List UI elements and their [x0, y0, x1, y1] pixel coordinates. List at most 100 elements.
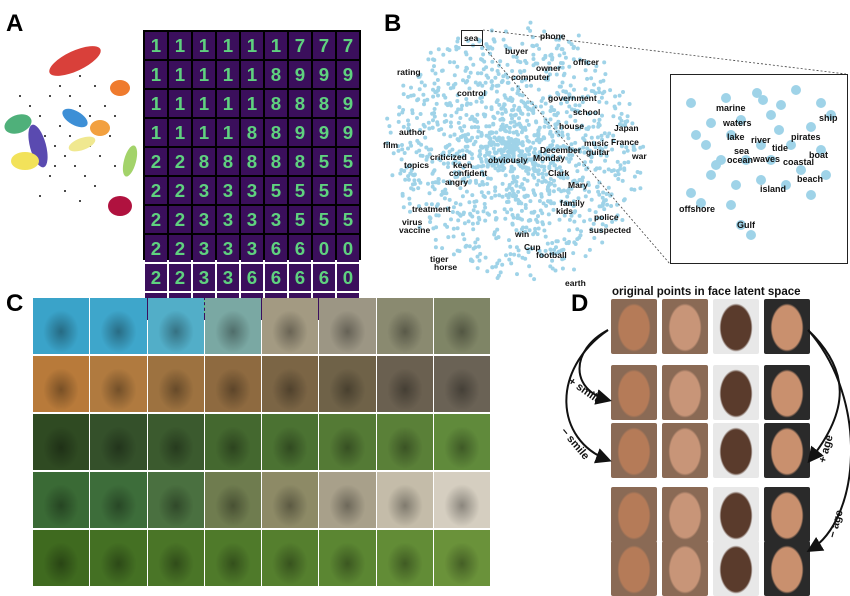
embedding-point	[570, 153, 575, 158]
embedding-point	[615, 213, 620, 218]
embedding-point	[531, 232, 536, 237]
interpolated-photo	[204, 530, 261, 586]
embedding-point	[544, 69, 549, 74]
embedding-point	[504, 154, 509, 159]
interpolated-photo	[433, 472, 490, 528]
embedding-point	[451, 234, 456, 239]
embedding-point	[582, 219, 587, 224]
embedding-point	[466, 38, 470, 43]
embedding-point	[495, 161, 500, 166]
word-label: kids	[556, 206, 574, 216]
mnist-cell: 8	[265, 119, 287, 146]
embedding-point	[432, 81, 437, 86]
embedding-point	[552, 112, 557, 117]
embedding-point	[583, 133, 588, 138]
embedding-point	[496, 83, 501, 88]
mnist-digit-glyph: 5	[295, 209, 305, 230]
mnist-digit-glyph: 6	[295, 267, 305, 288]
zoom-embedding-point	[774, 125, 784, 135]
embedding-point	[560, 130, 565, 135]
embedding-point	[589, 197, 594, 202]
interpolated-photo	[90, 472, 147, 528]
embedding-point	[528, 218, 533, 223]
embedding-point	[533, 147, 537, 151]
embedding-point	[428, 50, 433, 55]
embedding-point	[593, 111, 598, 116]
embedding-point	[519, 79, 524, 84]
embedding-point	[497, 102, 502, 107]
embedding-point	[560, 65, 565, 70]
embedding-point	[514, 183, 519, 188]
mnist-digit-glyph: 8	[271, 64, 281, 85]
svg-text:3: 3	[247, 180, 257, 201]
mnist-cell: 1	[145, 90, 167, 117]
embedding-point	[451, 226, 456, 231]
embedding-point	[401, 205, 406, 210]
embedding-point	[567, 64, 572, 69]
embedding-point	[641, 144, 646, 149]
embedding-point	[459, 107, 464, 112]
mnist-digit-glyph: 9	[343, 122, 353, 143]
embedding-point	[511, 107, 516, 112]
embedding-point	[453, 159, 458, 163]
embedding-point	[396, 144, 401, 149]
word-label: confident	[449, 168, 488, 178]
embedding-point	[561, 173, 566, 178]
word-label: school	[573, 107, 601, 117]
embedding-point	[564, 156, 569, 161]
svg-text:1: 1	[199, 64, 209, 85]
embedding-point	[625, 148, 630, 153]
embedding-point	[520, 93, 525, 98]
mnist-digit-glyph: 5	[343, 151, 353, 172]
embedding-point	[483, 153, 487, 158]
embedding-point	[531, 57, 536, 61]
embedding-point	[442, 196, 447, 201]
mnist-digit-glyph: 7	[343, 35, 353, 56]
mnist-digit-glyph: 1	[247, 35, 257, 56]
svg-text:6: 6	[271, 238, 281, 259]
embedding-point	[454, 151, 459, 156]
embedding-point	[461, 210, 466, 215]
embedding-point	[592, 236, 597, 240]
embedding-point	[498, 117, 503, 122]
embedding-point	[481, 173, 486, 178]
embedding-point	[557, 249, 562, 254]
embedding-point	[597, 90, 602, 95]
mnist-cell: 9	[313, 61, 335, 88]
embedding-point	[599, 228, 604, 233]
embedding-point	[531, 210, 536, 215]
embedding-point	[466, 74, 471, 79]
mnist-digit-glyph: 6	[295, 238, 305, 259]
embedding-point	[471, 208, 476, 213]
zoom-embedding-point	[706, 170, 716, 180]
embedding-point	[536, 87, 541, 92]
mnist-digit-glyph: 2	[151, 238, 161, 259]
mnist-cell: 1	[169, 61, 191, 88]
embedding-point	[552, 183, 557, 188]
zoom-word-label: boat	[809, 150, 828, 160]
embedding-point	[497, 168, 502, 172]
zoom-word-label: offshore	[679, 204, 715, 214]
embedding-point	[571, 199, 576, 204]
embedding-point	[556, 187, 561, 192]
embedding-point	[533, 193, 538, 197]
embedding-point	[503, 108, 508, 112]
mnist-cell: 2	[145, 264, 167, 291]
embedding-point	[411, 172, 415, 177]
embedding-point	[567, 228, 572, 233]
svg-text:3: 3	[271, 209, 281, 230]
embedding-point	[499, 124, 504, 129]
interpolated-photo	[376, 472, 433, 528]
embedding-point	[548, 247, 553, 252]
mnist-digit-glyph: 5	[271, 180, 281, 201]
mnist-cell: 8	[217, 148, 239, 175]
embedding-point	[505, 159, 510, 164]
embedding-point	[435, 122, 440, 127]
embedding-point	[452, 60, 457, 65]
embedding-point	[406, 177, 411, 182]
embedding-point	[504, 187, 509, 192]
embedding-point	[473, 245, 478, 250]
embedding-point	[598, 153, 603, 158]
embedding-point	[481, 163, 486, 168]
embedding-point	[418, 153, 423, 158]
